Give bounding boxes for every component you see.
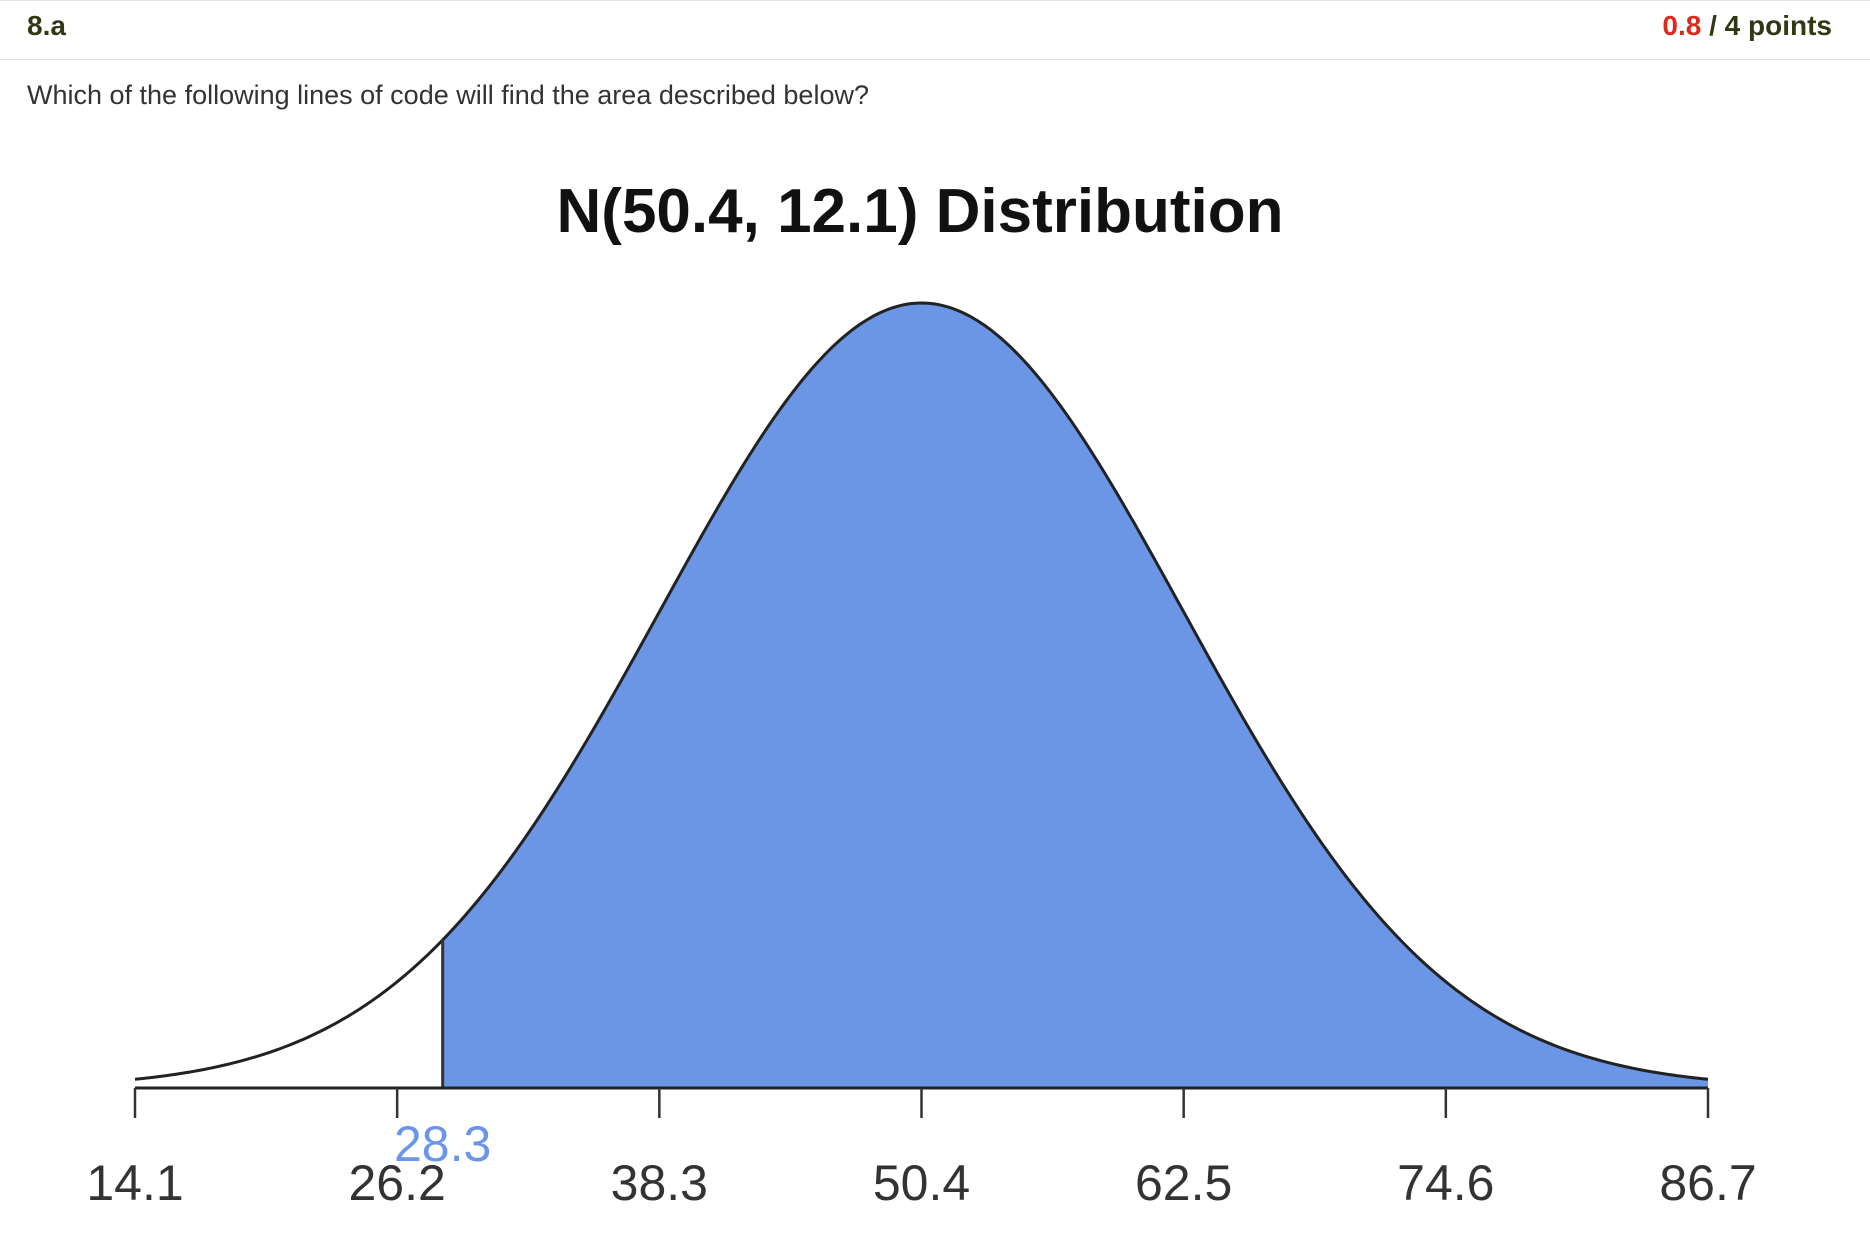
plot-area: 14.1 26.2 38.3 50.4 62.5 74.6 86.7 28.3 (86, 301, 1757, 1211)
question-header: 8.a 0.8 / 4 points (0, 0, 1870, 60)
points-display: 0.8 / 4 points (1662, 10, 1832, 42)
x-tick-label: 14.1 (86, 1155, 183, 1211)
points-earned: 0.8 (1662, 10, 1702, 41)
x-tick-label: 62.5 (1135, 1155, 1232, 1211)
cutoff-label: 28.3 (394, 1116, 491, 1172)
question-number: 8.a (27, 10, 66, 41)
x-tick-label: 74.6 (1397, 1155, 1494, 1211)
question-prompt: Which of the following lines of code wil… (27, 80, 869, 110)
x-tick-label: 50.4 (873, 1155, 970, 1211)
x-tick-label: 86.7 (1659, 1155, 1756, 1211)
shaded-area (442, 303, 1708, 1088)
x-tick-label: 38.3 (611, 1155, 708, 1211)
density-curve (134, 301, 1709, 1081)
chart-title: N(50.4, 12.1) Distribution (557, 177, 1284, 246)
points-total: / 4 points (1709, 10, 1832, 41)
x-tick-label: 26.2 (349, 1155, 446, 1211)
